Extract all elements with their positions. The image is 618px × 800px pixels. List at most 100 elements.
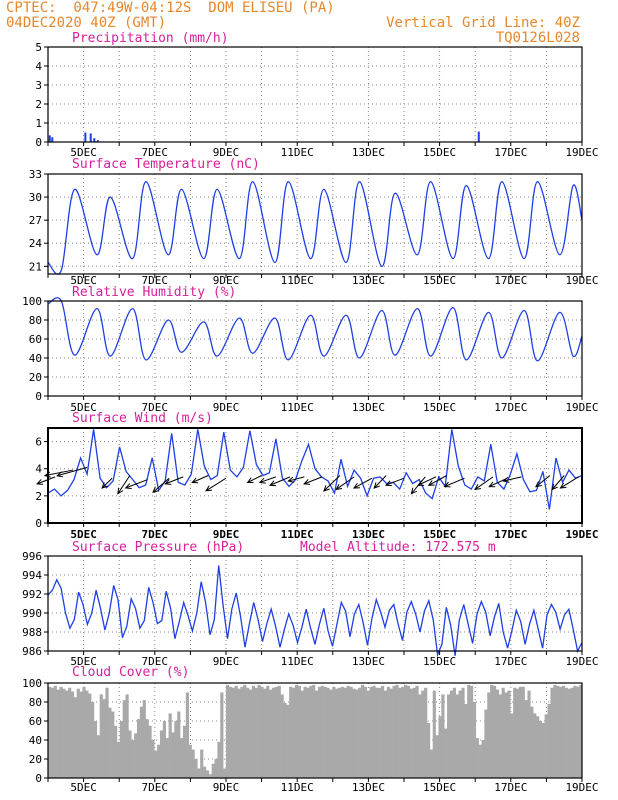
precip-bar xyxy=(51,137,54,142)
cloud-bar xyxy=(205,770,210,778)
wind-arrow xyxy=(417,476,437,486)
y-tick-label: 40 xyxy=(29,734,42,747)
cloud-bar xyxy=(323,686,327,778)
cloud-bar xyxy=(561,685,566,778)
wind-arrow xyxy=(152,477,170,493)
cloud-bar xyxy=(567,688,571,778)
cloud-bar xyxy=(289,686,293,778)
cloud-bar xyxy=(438,716,442,778)
cloud-bar xyxy=(114,725,118,778)
precip-bar xyxy=(93,138,96,142)
cloud-bar xyxy=(550,687,554,778)
wind-arrow xyxy=(57,466,88,477)
cloud-bar xyxy=(53,685,57,778)
wind-line xyxy=(47,429,583,510)
x-tick-label: 15DEC xyxy=(423,528,456,541)
x-tick-label: 19DEC xyxy=(565,401,598,414)
header-grid-line: Vertical Grid Line: 40Z xyxy=(386,15,580,31)
temp-frame xyxy=(47,173,583,275)
wind-arrow-head xyxy=(474,483,482,491)
y-tick-label: 0 xyxy=(35,390,42,403)
wind-arrow xyxy=(259,476,277,483)
wind-arrow-head xyxy=(152,486,159,493)
x-tick-label: 5DEC xyxy=(70,274,97,287)
cloud-bar xyxy=(73,697,78,778)
x-tick-label: 19DEC xyxy=(565,655,598,668)
y-tick-label: 20 xyxy=(29,753,42,766)
x-tick-label: 11DEC xyxy=(281,274,314,287)
wind-arrow-head xyxy=(551,483,558,491)
wind-arrow-head xyxy=(384,480,393,487)
cloud-bar xyxy=(461,687,465,778)
wind-arrow-head xyxy=(427,480,435,486)
cloud-bar xyxy=(507,690,511,778)
cloud-bar xyxy=(157,744,161,778)
x-tick-label: 5DEC xyxy=(70,401,97,414)
press-title: Surface Pressure (hPa) xyxy=(72,540,244,555)
cloud-bar xyxy=(369,686,373,778)
wind-arrow xyxy=(373,475,387,489)
x-tick-label: 11DEC xyxy=(281,655,314,668)
wind-arrow-head xyxy=(56,471,64,478)
x-tick-label: 9DEC xyxy=(213,146,240,159)
cloud-bar xyxy=(484,709,488,778)
cloud-bar xyxy=(375,687,379,778)
cloud-bar xyxy=(151,740,155,778)
wind-arrow-head xyxy=(205,485,213,492)
cloud-bar xyxy=(372,685,376,778)
y-tick-label: 992 xyxy=(22,588,42,601)
y-tick-label: 60 xyxy=(29,715,42,728)
wind-arrow xyxy=(489,477,508,488)
y-tick-label: 21 xyxy=(29,260,42,273)
x-tick-label: 15DEC xyxy=(423,781,456,794)
cloud-bar xyxy=(481,740,485,778)
cloud-bar xyxy=(134,733,138,778)
y-tick-label: 80 xyxy=(29,314,42,327)
cloud-bar xyxy=(524,700,528,778)
cloud-bar xyxy=(447,694,451,778)
cloud-bar xyxy=(68,687,72,778)
cloud-bar xyxy=(99,694,103,778)
y-tick-label: 6 xyxy=(35,436,42,449)
cloud-bar xyxy=(62,688,66,778)
cloud-bar xyxy=(208,774,212,778)
cloud-bar xyxy=(243,684,247,778)
wind-arrow-head xyxy=(443,481,451,488)
wind-arrow xyxy=(288,476,305,482)
y-tick-label: 1 xyxy=(35,117,42,130)
cloud-bar xyxy=(444,728,448,778)
cloud-bar xyxy=(559,686,563,778)
cloud-bar xyxy=(312,684,316,778)
wind-arrow xyxy=(36,476,56,485)
cloud-bar xyxy=(412,687,416,778)
cloud-bar xyxy=(93,721,98,778)
model-altitude: Model Altitude: 172.575 m xyxy=(300,540,496,555)
cloud-bar xyxy=(381,685,385,778)
wind-arrow xyxy=(444,477,465,488)
cloud-bar xyxy=(409,688,413,778)
cloud-bar xyxy=(286,704,290,778)
y-tick-label: 2 xyxy=(35,98,42,111)
cloud-bar xyxy=(180,738,184,778)
cloud-bar xyxy=(579,684,583,778)
cloud-bar xyxy=(570,687,574,778)
cloud-bar xyxy=(309,685,313,778)
x-tick-label: 13DEC xyxy=(352,274,385,287)
wind-arrow xyxy=(44,469,74,477)
rh-title: Relative Humidity (%) xyxy=(72,285,236,300)
wind-arrow-head xyxy=(335,483,343,491)
cloud-bar xyxy=(228,686,233,778)
y-tick-label: 80 xyxy=(29,696,42,709)
wind-arrow xyxy=(269,476,291,486)
cloud-bar xyxy=(185,692,189,778)
wind-arrow xyxy=(101,477,113,489)
cloud-bar xyxy=(355,689,359,778)
y-tick-label: 986 xyxy=(22,645,42,658)
wind-arrow-head xyxy=(246,477,254,484)
wind-arrow xyxy=(117,475,131,494)
cloud-bar xyxy=(395,684,399,778)
cloud-bar xyxy=(337,687,342,778)
cloud-bar xyxy=(191,749,195,778)
cloud-bar xyxy=(263,688,267,778)
